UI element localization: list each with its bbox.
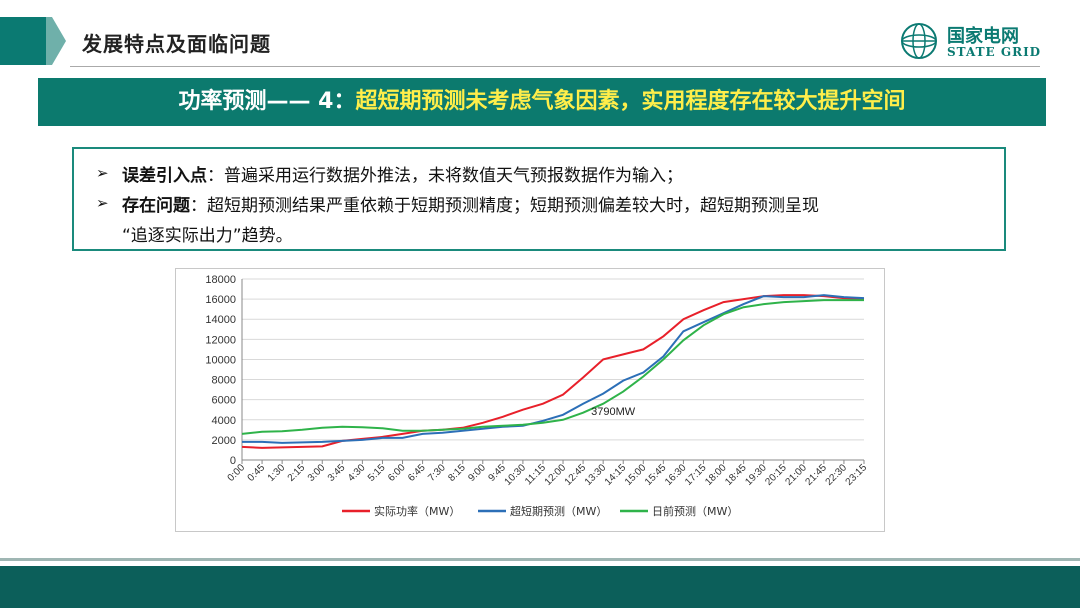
y-tick-label: 10000	[205, 354, 236, 366]
power-forecast-chart: 0 2000 4000 6000 8000 10000 12000 14000 16000 180…	[205, 274, 870, 518]
bullet-item-2: 存在问题：超短期预测结果严重依赖于短期预测精度；短期预测偏差较大时，超短期预测呈…	[122, 191, 819, 216]
y-tick-label: 6000	[212, 395, 236, 407]
banner-highlight: 超短期预测未考虑气象因素，实用程度存在较大提升空间	[355, 89, 906, 114]
header-accent-chevron	[46, 17, 66, 65]
banner-title: 功率预测—— 4：超短期预测未考虑气象因素，实用程度存在较大提升空间	[38, 78, 1046, 126]
x-tick-label: 14:15	[603, 462, 629, 488]
banner-prefix: 功率预测—— 4：	[178, 89, 356, 114]
x-tick-label: 21:45	[804, 462, 830, 488]
x-tick-label: 15:00	[623, 462, 649, 488]
x-tick-label: 6:45	[406, 462, 428, 484]
logo-english-name: STATE GRID	[947, 45, 1042, 59]
bullet-text: “追逐实际出力”趋势。	[122, 226, 293, 246]
x-tick-label: 12:45	[563, 462, 589, 488]
y-tick-label: 0	[230, 455, 236, 467]
y-tick-label: 16000	[205, 294, 236, 306]
series-line-2	[242, 294, 865, 444]
chart-annotation: 3790MW	[591, 406, 636, 418]
series-line-1	[241, 294, 865, 449]
footer-band	[0, 566, 1080, 608]
bullet-arrow-icon: ➢	[96, 194, 109, 212]
x-tick-label: 16:30	[663, 462, 689, 488]
summary-box: ➢ 误差引入点：普遍采用运行数据外推法，未将数值天气预报数据作为输入； ➢ 存在…	[72, 147, 1006, 251]
bullet-arrow-icon: ➢	[96, 164, 109, 182]
legend-label: 日前预测（MW）	[652, 504, 738, 518]
x-tick-label: 13:30	[583, 462, 609, 488]
x-tick-label: 6:00	[386, 462, 408, 484]
x-tick-label: 22:30	[824, 462, 850, 488]
bullet-item-2-continued: “追逐实际出力”趋势。	[122, 221, 293, 246]
x-tick-label: 3:00	[306, 462, 328, 484]
y-tick-label: 18000	[205, 274, 236, 286]
header-divider	[70, 66, 1040, 67]
x-tick-label: 23:15	[844, 462, 870, 488]
legend-label: 超短期预测（MW）	[510, 504, 607, 518]
bullet-item-1: 误差引入点：普遍采用运行数据外推法，未将数值天气预报数据作为输入；	[122, 161, 683, 186]
x-tick-label: 4:30	[346, 462, 368, 484]
x-tick-label: 18:45	[723, 462, 749, 488]
y-tick-label: 12000	[205, 334, 236, 346]
x-tick-label: 2:15	[286, 462, 308, 484]
legend-label: 实际功率（MW）	[374, 504, 460, 518]
x-tick-label: 19:30	[743, 462, 769, 488]
x-tick-label: 5:15	[366, 462, 388, 484]
series-line-3	[241, 299, 864, 435]
y-tick-label: 2000	[212, 435, 236, 447]
state-grid-logo-icon	[901, 23, 937, 59]
x-tick-label: 10:30	[503, 462, 529, 488]
x-tick-label: 3:45	[326, 462, 348, 484]
x-tick-label: 1:30	[266, 462, 288, 484]
x-tick-label: 12:00	[543, 462, 569, 488]
logo-chinese-name: 国家电网	[947, 26, 1019, 47]
x-tick-label: 9:00	[466, 462, 488, 484]
x-tick-label: 20:15	[763, 462, 789, 488]
x-tick-label: 0:45	[246, 462, 268, 484]
x-tick-label: 17:15	[683, 462, 709, 488]
x-tick-label: 18:00	[703, 462, 729, 488]
y-tick-label: 8000	[212, 375, 236, 387]
page-title: 发展特点及面临问题	[82, 32, 271, 56]
footer-divider	[0, 558, 1080, 561]
y-tick-label: 4000	[212, 415, 236, 427]
x-tick-label: 11:15	[523, 462, 548, 487]
y-tick-label: 14000	[205, 314, 236, 326]
x-tick-label: 0:00	[226, 462, 248, 484]
x-tick-label: 7:30	[426, 462, 448, 484]
bullet-label: 误差引入点	[122, 166, 207, 186]
section-banner: 功率预测—— 4：超短期预测未考虑气象因素，实用程度存在较大提升空间	[38, 78, 1046, 126]
bullet-label: 存在问题	[122, 196, 190, 216]
bullet-text: ：普遍采用运行数据外推法，未将数值天气预报数据作为输入；	[207, 166, 683, 186]
x-tick-label: 15:45	[643, 462, 669, 488]
chart-frame: 0 2000 4000 6000 8000 10000 12000 14000 16000 180…	[175, 268, 885, 532]
bullet-text: ：超短期预测结果严重依赖于短期预测精度；短期预测偏差较大时，超短期预测呈现	[190, 196, 819, 216]
x-tick-label: 21:00	[783, 462, 809, 488]
x-tick-label: 8:15	[446, 462, 468, 484]
